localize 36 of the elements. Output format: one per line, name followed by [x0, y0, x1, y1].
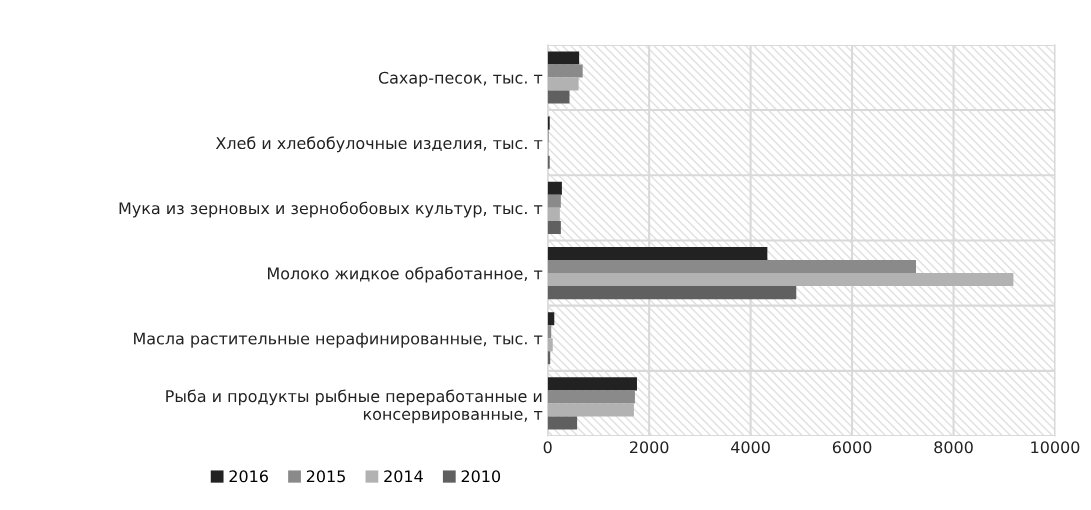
bar — [547, 77, 579, 91]
bar — [547, 90, 570, 104]
bar — [547, 155, 550, 169]
bar — [547, 207, 560, 221]
x-tick-label: 2000 — [629, 441, 669, 454]
x-tick-label: 8000 — [934, 441, 973, 454]
bar — [547, 338, 553, 352]
x-tick-label: 4000 — [731, 441, 770, 454]
y-tick-label: Хлеб и хлебобулочные изделия, тыс. т — [215, 136, 543, 153]
bar — [547, 194, 561, 208]
y-tick-label: Рыба и продукты рыбные переработанные и консервированные, т — [166, 389, 543, 424]
y-tick-label: Мука из зерновых и зернобобовых культур, тыс. т — [119, 201, 543, 218]
y-tick-label: Молоко жидкое обработанное, т — [268, 266, 543, 283]
x-tick-label: 10000 — [1031, 441, 1080, 454]
bar — [547, 220, 561, 234]
y-tick-label: Масла растительные нерафинированные, тыс. т — [134, 332, 543, 348]
legend-label: 2014 — [384, 470, 423, 483]
bar — [547, 64, 583, 78]
legend-label: 2010 — [461, 470, 501, 483]
x-tick-label: 0 — [543, 441, 552, 454]
bar — [547, 390, 635, 404]
bar — [547, 246, 768, 261]
x-tick-label: 6000 — [832, 441, 872, 454]
bar — [547, 416, 578, 430]
bar — [547, 116, 550, 130]
bar — [547, 377, 637, 391]
y-tick-label: Сахар-песок, тыс. т — [378, 71, 543, 87]
legend-label: 2015 — [306, 470, 345, 483]
bar — [547, 181, 562, 195]
bar — [547, 51, 580, 65]
bar — [547, 403, 634, 417]
bar — [547, 286, 797, 300]
bar — [547, 273, 1014, 287]
bar — [547, 312, 555, 326]
legend-label: 2016 — [229, 470, 268, 483]
bar — [547, 260, 916, 274]
